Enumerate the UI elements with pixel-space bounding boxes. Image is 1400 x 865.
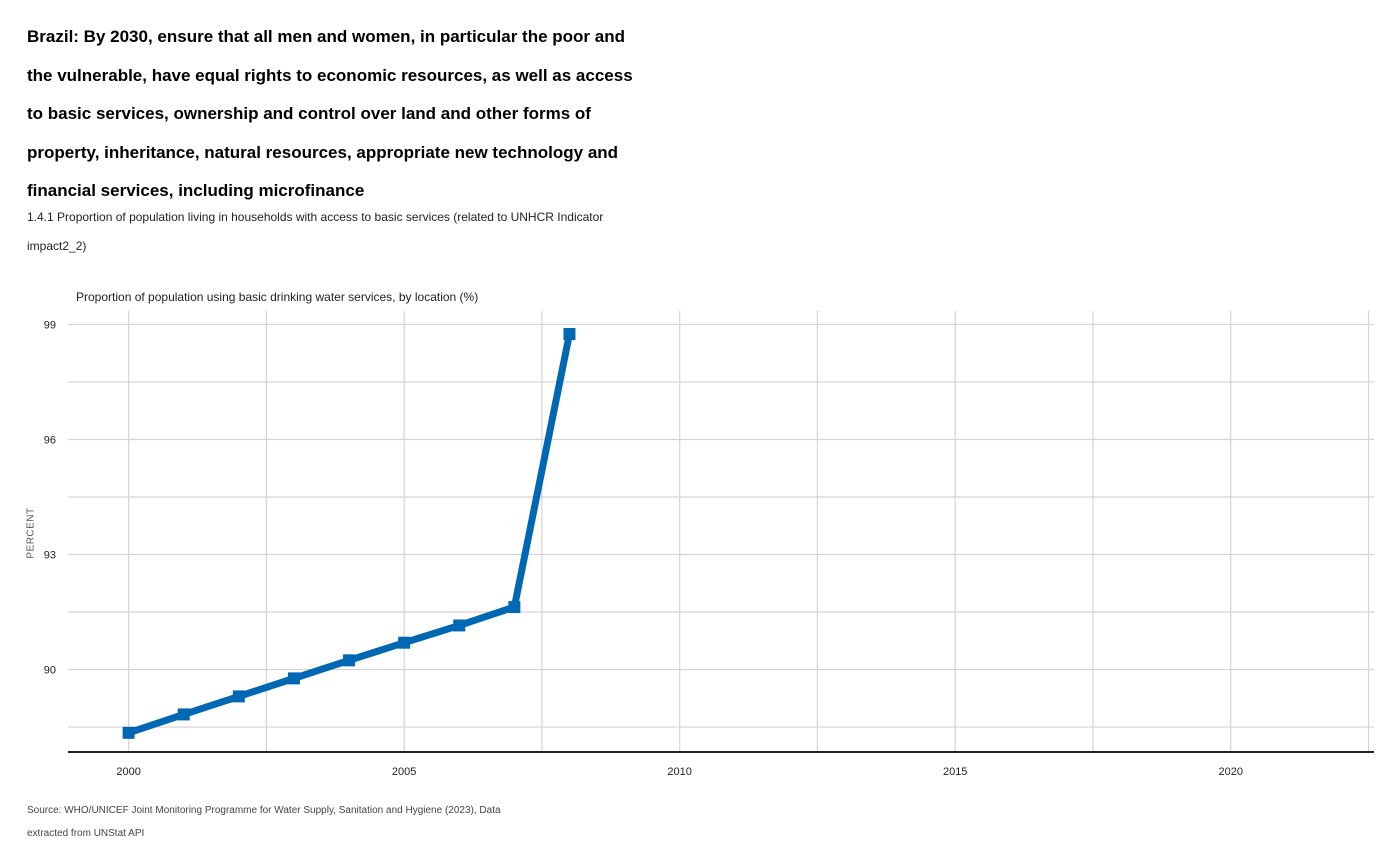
data-point-marker bbox=[563, 328, 576, 341]
x-tick-label: 2020 bbox=[1218, 766, 1242, 778]
x-tick-label: 2010 bbox=[667, 766, 691, 778]
data-point-marker bbox=[508, 601, 521, 614]
source-note: Source: WHO/UNICEF Joint Monitoring Prog… bbox=[27, 805, 501, 839]
chart-caption: Proportion of population using basic dri… bbox=[76, 290, 479, 304]
data-point-marker bbox=[398, 636, 411, 649]
y-tick-label: 99 bbox=[44, 319, 56, 331]
x-tick-label: 2005 bbox=[392, 766, 416, 778]
indicator-subtitle: 1.4.1 Proportion of population living in… bbox=[27, 210, 604, 253]
chart-title-block: Brazil: By 2030, ensure that all men and… bbox=[27, 18, 647, 211]
data-series bbox=[122, 328, 576, 739]
data-point-marker bbox=[232, 690, 245, 703]
y-tick-label: 93 bbox=[44, 550, 56, 562]
data-point-marker bbox=[122, 726, 135, 739]
data-point-marker bbox=[453, 619, 466, 632]
x-tick-label: 2015 bbox=[943, 766, 967, 778]
page-title: Brazil: By 2030, ensure that all men and… bbox=[27, 27, 633, 200]
data-point-marker bbox=[177, 708, 190, 721]
data-point-marker bbox=[287, 672, 300, 685]
grid-lines bbox=[68, 311, 1374, 752]
tick-labels: 2000 2005 2010 2015 2020 90 93 96 99 bbox=[44, 319, 1243, 778]
x-tick-label: 2000 bbox=[116, 766, 140, 778]
y-tick-label: 90 bbox=[44, 665, 56, 677]
y-tick-label: 96 bbox=[44, 434, 56, 446]
series-line bbox=[125, 330, 573, 737]
data-point-marker bbox=[343, 654, 356, 667]
